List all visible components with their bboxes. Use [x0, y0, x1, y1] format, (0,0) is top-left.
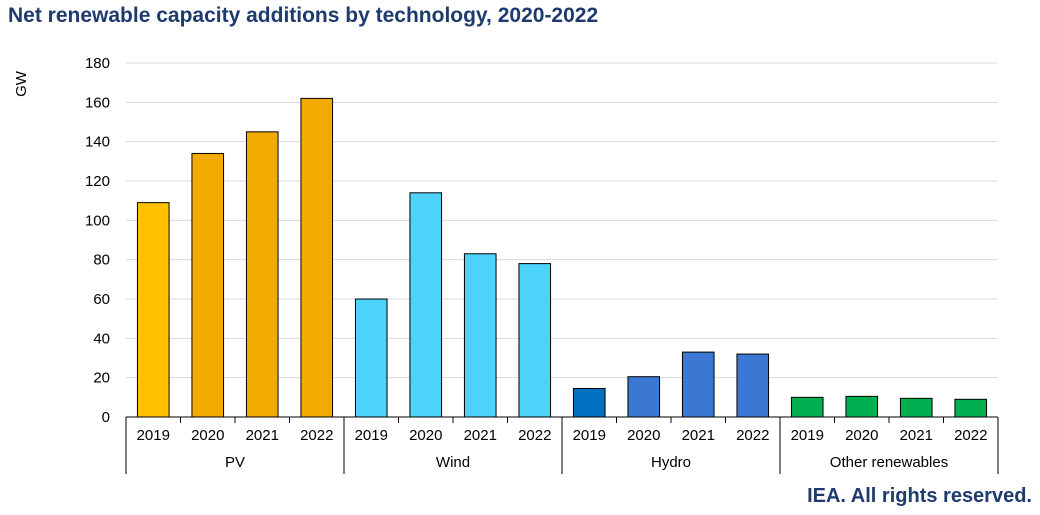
y-tick-label: 120 — [85, 173, 110, 190]
y-tick-label: 60 — [93, 291, 110, 308]
x-tick-label: 2021 — [464, 427, 497, 444]
x-tick-label: 2021 — [900, 427, 933, 444]
copyright-credit: IEA. All rights reserved. — [807, 485, 1032, 507]
x-group-label: Other renewables — [830, 454, 948, 471]
y-tick-label: 180 — [85, 55, 110, 72]
y-tick-label: 100 — [85, 212, 110, 229]
x-tick-label: 2022 — [300, 427, 333, 444]
bar — [681, 351, 715, 418]
y-axis: 0 20 40 60 80 100 120 140 160 180 — [85, 55, 110, 426]
x-tick-label: 2019 — [355, 427, 388, 444]
x-tick-label: 2019 — [791, 427, 824, 444]
bar — [899, 397, 933, 418]
y-tick-label: 160 — [85, 94, 110, 111]
chart-title: Net renewable capacity additions by tech… — [8, 4, 599, 27]
x-tick-label: 2020 — [409, 427, 442, 444]
bar — [245, 131, 279, 418]
x-group-label: Hydro — [651, 454, 691, 471]
bar — [300, 97, 334, 418]
x-group-label: Wind — [436, 454, 470, 471]
y-tick-label: 0 — [102, 409, 110, 426]
y-axis-label: GW — [13, 70, 30, 97]
bars — [136, 97, 988, 418]
gridlines — [126, 62, 998, 379]
x-tick-label: 2019 — [137, 427, 170, 444]
y-tick-label: 80 — [93, 252, 110, 269]
y-tick-label: 40 — [93, 330, 110, 347]
bar — [191, 152, 225, 418]
x-tick-label: 2021 — [682, 427, 715, 444]
bar — [790, 396, 824, 418]
bar — [409, 192, 443, 418]
x-tick-label: 2020 — [191, 427, 224, 444]
x-tick-label: 2022 — [954, 427, 987, 444]
bar — [354, 298, 388, 418]
x-tick-label: 2022 — [518, 427, 551, 444]
bar — [954, 398, 988, 418]
x-tick-label: 2021 — [246, 427, 279, 444]
y-tick-label: 140 — [85, 134, 110, 151]
x-group-label: PV — [225, 454, 245, 471]
bar — [627, 376, 661, 418]
x-tick-label: 2022 — [736, 427, 769, 444]
bar — [845, 395, 879, 418]
bar — [136, 202, 170, 418]
bar — [463, 253, 497, 418]
x-tick-label: 2019 — [573, 427, 606, 444]
x-axis: 2019 2020 2021 2022 PV 2019 2020 2021 2022 Wind 20… — [125, 416, 999, 474]
bar — [736, 353, 770, 418]
x-tick-label: 2020 — [845, 427, 878, 444]
x-tick-label: 2020 — [627, 427, 660, 444]
bar — [572, 387, 606, 418]
bar — [518, 263, 552, 418]
y-tick-label: 20 — [93, 370, 110, 387]
